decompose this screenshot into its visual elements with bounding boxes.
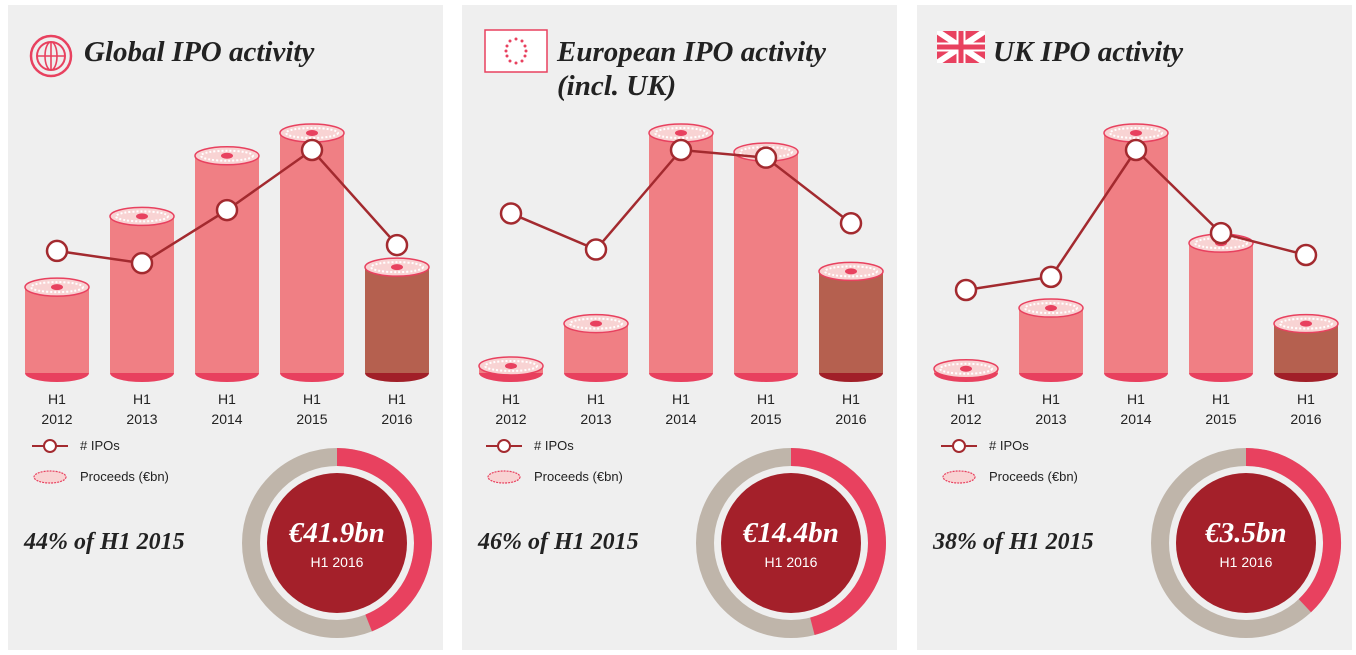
- share-label: 46% of H1 2015: [478, 529, 639, 556]
- share-label: 44% of H1 2015: [24, 529, 185, 556]
- legend-label: # IPOs: [80, 438, 120, 453]
- line-point: [1126, 140, 1146, 160]
- legend-label: # IPOs: [534, 438, 574, 453]
- bar-cap-dot: [51, 284, 63, 290]
- bar-cap-dot: [960, 366, 972, 372]
- bar: [734, 152, 798, 373]
- panel: European IPO activity (incl. UK) H1 2012 H…: [462, 5, 897, 650]
- line-point: [1041, 267, 1061, 287]
- bar-cap-dot: [391, 264, 403, 270]
- share-label: 38% of H1 2015: [933, 529, 1094, 556]
- chart-title: UK IPO activity: [993, 35, 1323, 69]
- x-tick-label: H1 2014: [205, 389, 249, 429]
- eu-flag-icon: [484, 29, 548, 73]
- legend-label: Proceeds (€bn): [80, 469, 169, 484]
- bar: [110, 216, 174, 373]
- bar: [1104, 133, 1168, 373]
- bar-cap-dot: [845, 268, 857, 274]
- x-tick-label: H1 2012: [944, 389, 988, 429]
- line-point: [956, 280, 976, 300]
- total-label: €3.5bn: [1176, 517, 1316, 550]
- x-tick-label: H1 2015: [290, 389, 334, 429]
- legend-marker: [953, 440, 965, 452]
- bar-cap-dot: [306, 130, 318, 136]
- bar: [280, 133, 344, 373]
- line-point: [1211, 223, 1231, 243]
- line-point: [841, 213, 861, 233]
- legend-marker: [34, 471, 66, 483]
- total-sublabel: H1 2016: [267, 554, 407, 570]
- line-point: [387, 235, 407, 255]
- x-tick-label: H1 2013: [1029, 389, 1073, 429]
- legend-label: Proceeds (€bn): [534, 469, 623, 484]
- legend-marker: [488, 471, 520, 483]
- chart-title: European IPO activity (incl. UK): [557, 35, 887, 103]
- line-point: [501, 203, 521, 223]
- legend-marker: [498, 440, 510, 452]
- line-point: [217, 200, 237, 220]
- x-tick-label: H1 2014: [659, 389, 703, 429]
- bar: [195, 156, 259, 373]
- bar-cap-dot: [675, 130, 687, 136]
- total-label: €41.9bn: [267, 517, 407, 550]
- line-point: [47, 241, 67, 261]
- total-sublabel: H1 2016: [721, 554, 861, 570]
- x-tick-label: H1 2013: [574, 389, 618, 429]
- legend-marker: [943, 471, 975, 483]
- line-point: [756, 148, 776, 168]
- bar-cap-dot: [221, 153, 233, 159]
- bar-cap-dot: [136, 213, 148, 219]
- legend-label: # IPOs: [989, 438, 1029, 453]
- chart-title: Global IPO activity: [84, 35, 414, 69]
- x-tick-label: H1 2016: [375, 389, 419, 429]
- panel: Global IPO activity H1 2012 H1 2013 H1 2014…: [8, 5, 443, 650]
- line-point: [671, 140, 691, 160]
- bar-cap-dot: [1045, 305, 1057, 311]
- uk-flag-icon: [937, 31, 985, 63]
- bar-cap-dot: [590, 321, 602, 327]
- x-tick-label: H1 2013: [120, 389, 164, 429]
- bar-cap-dot: [505, 363, 517, 369]
- x-tick-label: H1 2012: [35, 389, 79, 429]
- x-tick-label: H1 2015: [744, 389, 788, 429]
- total-label: €14.4bn: [721, 517, 861, 550]
- bar: [25, 287, 89, 373]
- globe-icon: [28, 33, 74, 79]
- bar-cap-dot: [1300, 321, 1312, 327]
- x-tick-label: H1 2014: [1114, 389, 1158, 429]
- line-point: [132, 253, 152, 273]
- x-tick-label: H1 2012: [489, 389, 533, 429]
- bar-cap-dot: [1130, 130, 1142, 136]
- x-tick-label: H1 2015: [1199, 389, 1243, 429]
- line-point: [586, 240, 606, 260]
- infographic: Global IPO activity H1 2012 H1 2013 H1 2014…: [0, 0, 1356, 655]
- line-point: [302, 140, 322, 160]
- x-tick-label: H1 2016: [1284, 389, 1328, 429]
- bar: [819, 271, 883, 373]
- total-sublabel: H1 2016: [1176, 554, 1316, 570]
- bar: [365, 267, 429, 373]
- bar: [1189, 243, 1253, 373]
- x-tick-label: H1 2016: [829, 389, 873, 429]
- panel: UK IPO activity H1 2012 H1 2013 H1 2014 H1 2…: [917, 5, 1352, 650]
- bar: [649, 133, 713, 373]
- line-point: [1296, 245, 1316, 265]
- legend-marker: [44, 440, 56, 452]
- legend-label: Proceeds (€bn): [989, 469, 1078, 484]
